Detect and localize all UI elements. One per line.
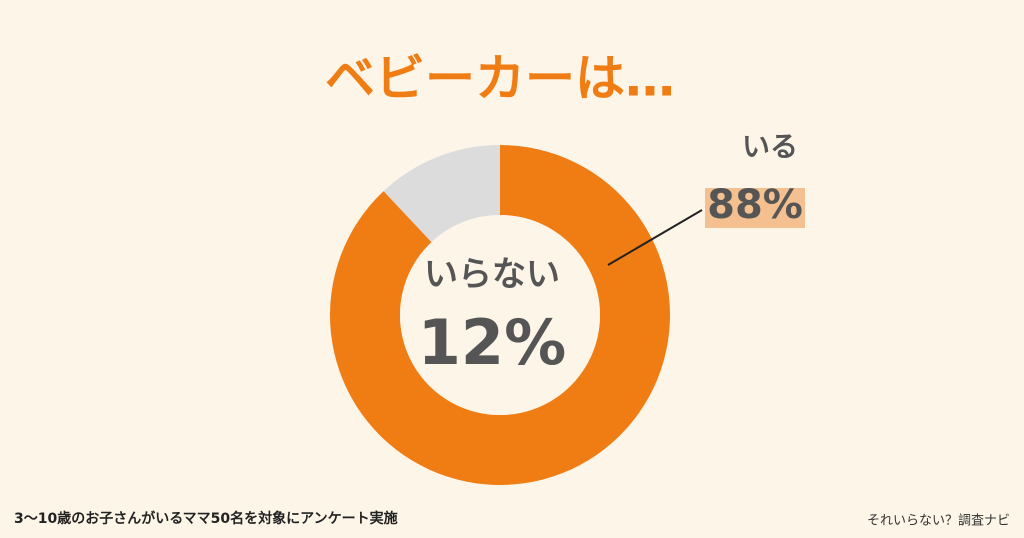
donut-hole [400,215,600,415]
chart-title: ベビーカーは… [325,50,675,108]
category-label: いる [742,130,798,163]
value-label: 12% [418,306,566,379]
survey-note: 3〜10歳のお子さんがいるママ50名を対象にアンケート実施 [14,510,398,527]
leader-line [607,209,703,266]
donut-slice [329,145,670,485]
label-highlight [705,188,805,228]
value-label: 88% [707,182,803,228]
donut-slice [383,145,500,243]
category-label: いらない [424,255,560,295]
source: それいらない？調査ナビ [867,514,1010,529]
